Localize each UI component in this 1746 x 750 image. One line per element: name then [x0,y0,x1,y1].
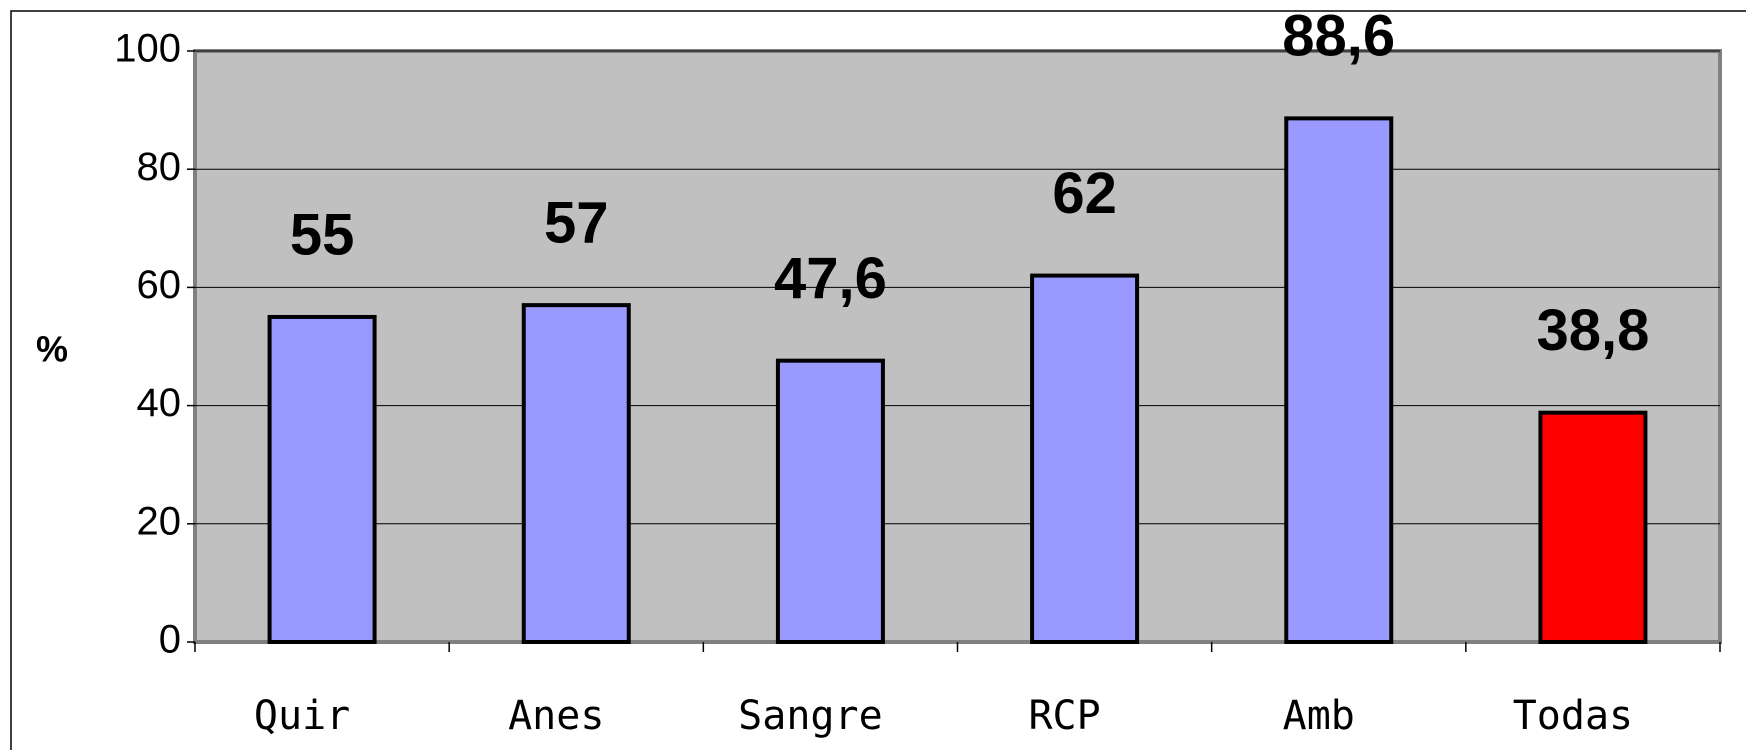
x-tick-label: Sangre [738,693,883,739]
x-tick-label: Todas [1513,693,1633,739]
plot-area [193,49,1722,644]
data-label: 55 [290,202,355,267]
bar [775,358,885,644]
bar [1284,116,1394,644]
bar [1030,273,1140,644]
y-tick-label: 0 [159,618,181,662]
bar [521,303,631,644]
y-tick-label: 80 [137,145,182,189]
data-label: 47,6 [774,246,887,311]
y-tick-label: 60 [137,263,182,307]
bar [1538,410,1648,644]
data-label: 88,6 [1282,4,1395,69]
bar [267,314,377,644]
y-tick-label: 20 [137,499,182,543]
y-tick-label: 40 [137,381,182,425]
y-axis-label: % [36,329,68,370]
data-label: 38,8 [1536,298,1649,363]
data-label: 57 [544,190,609,255]
x-tick-label: Amb [1283,693,1355,739]
x-tick-label: Quir [254,693,350,739]
data-label: 62 [1052,161,1117,226]
x-tick-label: RCP [1028,693,1100,739]
frame [10,10,1746,750]
y-tick-label: 100 [114,27,181,71]
x-tick-label: Anes [508,693,604,739]
